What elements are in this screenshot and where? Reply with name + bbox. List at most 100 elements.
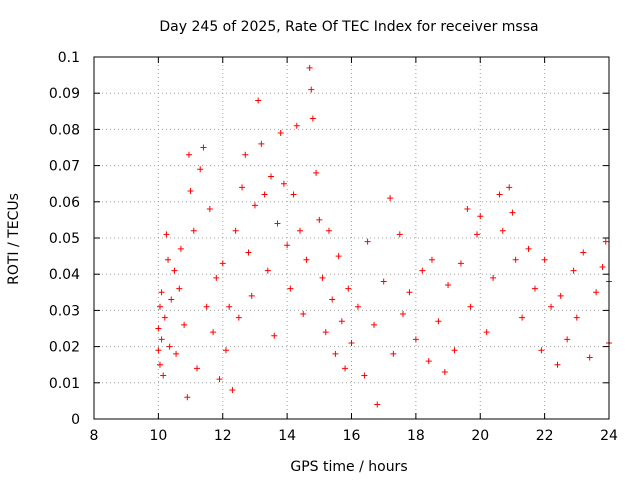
data-point [156, 361, 163, 368]
y-tick-label: 0.03 [49, 303, 80, 319]
data-point [457, 260, 464, 267]
y-axis-label: ROTI / TECUs [6, 193, 22, 285]
chart-title: Day 245 of 2025, Rate Of TEC Index for r… [159, 19, 538, 35]
data-point [309, 115, 316, 122]
data-point [176, 285, 183, 292]
data-point [155, 325, 162, 332]
y-tick-label: 0 [71, 412, 80, 428]
y-tick-label: 0.09 [49, 86, 80, 102]
data-point [490, 274, 497, 281]
data-point [156, 303, 163, 310]
data-points [155, 64, 612, 408]
data-point [184, 394, 191, 401]
data-point [187, 187, 194, 194]
data-point [248, 292, 255, 299]
data-point [171, 267, 178, 274]
data-point [464, 206, 471, 213]
data-point [548, 303, 555, 310]
data-point [483, 329, 490, 336]
data-point [316, 216, 323, 223]
x-tick-label: 16 [343, 428, 361, 444]
data-point [374, 401, 381, 408]
data-point [255, 97, 262, 104]
data-point [573, 314, 580, 321]
data-point [406, 289, 413, 296]
data-point [261, 191, 268, 198]
data-point [599, 263, 606, 270]
data-point [329, 296, 336, 303]
data-point [564, 336, 571, 343]
data-point [181, 321, 188, 328]
data-point [525, 245, 532, 252]
data-point [197, 166, 204, 173]
data-point [306, 64, 313, 71]
data-point [586, 354, 593, 361]
data-point [509, 209, 516, 216]
data-point [496, 191, 503, 198]
data-point [158, 289, 165, 296]
data-point [538, 347, 545, 354]
x-tick-label: 18 [407, 428, 425, 444]
data-point [216, 376, 223, 383]
data-point [173, 350, 180, 357]
data-point [541, 256, 548, 263]
data-point [474, 231, 481, 238]
data-point [277, 130, 284, 137]
data-point [364, 238, 371, 245]
data-point [371, 321, 378, 328]
data-point [200, 144, 207, 151]
data-point [531, 285, 538, 292]
data-point [168, 296, 175, 303]
data-point [160, 372, 167, 379]
data-point [290, 191, 297, 198]
data-point [232, 227, 239, 234]
y-tick-label: 0.05 [49, 231, 80, 247]
data-point [354, 303, 361, 310]
data-point [387, 195, 394, 202]
data-point [506, 184, 513, 191]
data-point [300, 311, 307, 318]
data-point [210, 329, 217, 336]
data-point [203, 303, 210, 310]
data-point [557, 292, 564, 299]
data-point [400, 311, 406, 318]
data-point [239, 184, 246, 191]
data-point [185, 151, 192, 158]
data-point [380, 278, 387, 285]
data-point [158, 336, 165, 343]
data-point [342, 365, 349, 372]
data-point [348, 339, 355, 346]
data-point [268, 173, 275, 180]
data-point [499, 227, 506, 234]
y-tick-label: 0.04 [49, 267, 80, 283]
data-point [226, 303, 233, 310]
data-point [287, 285, 294, 292]
data-point [242, 151, 249, 158]
x-axis-label: GPS time / hours [290, 459, 407, 475]
data-point [155, 347, 162, 354]
y-tick-label: 0.08 [49, 122, 80, 138]
data-point [251, 202, 258, 209]
data-point [519, 314, 526, 321]
data-point [425, 358, 432, 365]
data-point [297, 227, 303, 234]
data-point [166, 343, 173, 350]
data-point [467, 303, 474, 310]
data-point [335, 253, 342, 260]
data-point [580, 249, 587, 256]
y-tick-label: 0.01 [49, 376, 80, 392]
data-point [190, 227, 197, 234]
grid [94, 57, 609, 419]
data-point [451, 347, 458, 354]
data-point [308, 86, 315, 93]
data-point [213, 274, 220, 281]
data-point [177, 245, 184, 252]
x-tick-label: 14 [278, 428, 296, 444]
data-point [396, 231, 403, 238]
x-tick-label: 20 [471, 428, 489, 444]
data-point [412, 336, 419, 343]
data-point [222, 347, 229, 354]
data-point [165, 256, 172, 263]
data-point [284, 242, 291, 249]
